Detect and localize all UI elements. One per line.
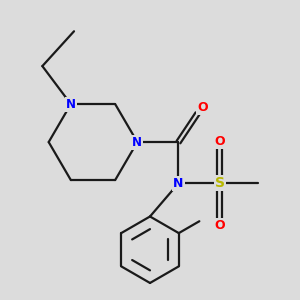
Text: O: O — [197, 101, 208, 114]
Text: O: O — [214, 218, 225, 232]
Text: N: N — [132, 136, 142, 148]
Text: N: N — [173, 177, 184, 190]
Text: O: O — [214, 135, 225, 148]
Text: S: S — [215, 176, 225, 190]
Text: N: N — [66, 98, 76, 111]
